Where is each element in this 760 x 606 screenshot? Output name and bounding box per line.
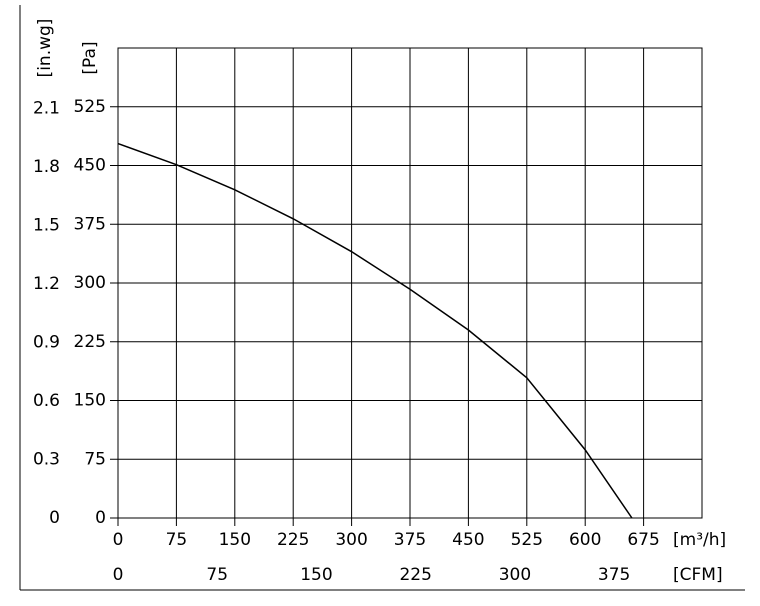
x-tick-label: 300 <box>335 530 367 550</box>
x-tick-label: 375 <box>394 530 426 550</box>
y-tick-label: 0 <box>95 508 106 528</box>
x-tick-label: 0 <box>113 530 124 550</box>
x-axis-label: [m³/h] <box>673 530 726 550</box>
x2-tick-label: 300 <box>499 565 531 585</box>
y2-tick-label: 1.8 <box>33 157 60 177</box>
x-tick-label: 525 <box>511 530 543 550</box>
y-tick-label: 225 <box>74 332 106 352</box>
x2-axis-label: [CFM] <box>673 565 723 585</box>
y2-tick-label: 0.3 <box>33 449 60 469</box>
y2-tick-label: 0.6 <box>33 391 60 411</box>
y2-tick-label: 0.9 <box>33 332 60 352</box>
y-tick-label: 375 <box>74 214 106 234</box>
x-tick-label: 150 <box>219 530 251 550</box>
x2-tick-label: 75 <box>206 565 228 585</box>
y-tick-label: 150 <box>74 391 106 411</box>
y-tick-label: 525 <box>74 97 106 117</box>
y-axis-label: [Pa] <box>80 41 100 74</box>
curve <box>117 142 633 519</box>
x-tick-label: 225 <box>277 530 309 550</box>
y-tick-label: 75 <box>84 449 106 469</box>
x2-tick-label: 150 <box>300 565 332 585</box>
x2-tick-label: 375 <box>598 565 630 585</box>
y2-axis-label: [in.wg] <box>35 19 55 78</box>
y-tick-label: 300 <box>74 273 106 293</box>
y2-tick-label: 1.5 <box>33 215 60 235</box>
x-tick-label: 675 <box>627 530 659 550</box>
y2-tick-label: 0 <box>49 508 60 528</box>
x-tick-label: 600 <box>569 530 601 550</box>
x2-tick-label: 225 <box>399 565 431 585</box>
y-tick-label: 450 <box>74 156 106 176</box>
y2-tick-label: 1.2 <box>33 274 60 294</box>
y2-tick-label: 2.1 <box>33 98 60 118</box>
x-tick-label: 75 <box>166 530 188 550</box>
x-tick-label: 450 <box>452 530 484 550</box>
x2-tick-label: 0 <box>113 565 124 585</box>
